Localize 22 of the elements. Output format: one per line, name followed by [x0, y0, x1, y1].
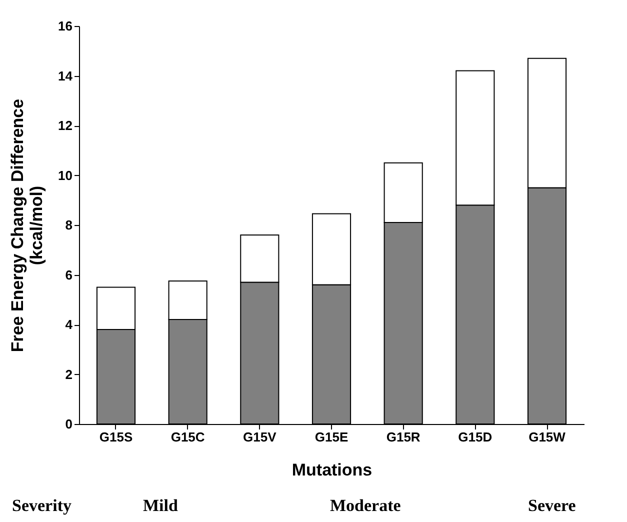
- x-tick-label: G15E: [314, 430, 348, 444]
- y-axis-title: Free Energy Change Difference (kcal/mol): [8, 98, 46, 352]
- y-tick-label: 12: [58, 118, 72, 133]
- y-tick-label: 4: [65, 317, 74, 332]
- x-tick-label: G15D: [458, 430, 492, 444]
- x-tick-label: G15S: [99, 430, 133, 444]
- text: Mild: [143, 496, 178, 516]
- y-tick-label: 10: [58, 168, 72, 183]
- text: Severe: [528, 496, 576, 516]
- text: Severity: [12, 496, 72, 516]
- x-tick-label: G15R: [386, 430, 421, 444]
- x-axis-title: Mutations: [292, 460, 372, 480]
- y-tick-label: 6: [65, 267, 72, 282]
- text: Moderate: [330, 496, 401, 516]
- x-tick-label: G15C: [170, 430, 206, 444]
- x-tick-label: G15W: [528, 430, 566, 444]
- x-tick-label: G15V: [243, 430, 277, 444]
- y-tick-label: 8: [65, 218, 72, 232]
- y-tick-label: 2: [65, 366, 72, 382]
- y-tick-label: 0: [65, 416, 72, 432]
- y-tick-label: 14: [58, 68, 74, 84]
- y-tick-label: 16: [58, 18, 72, 34]
